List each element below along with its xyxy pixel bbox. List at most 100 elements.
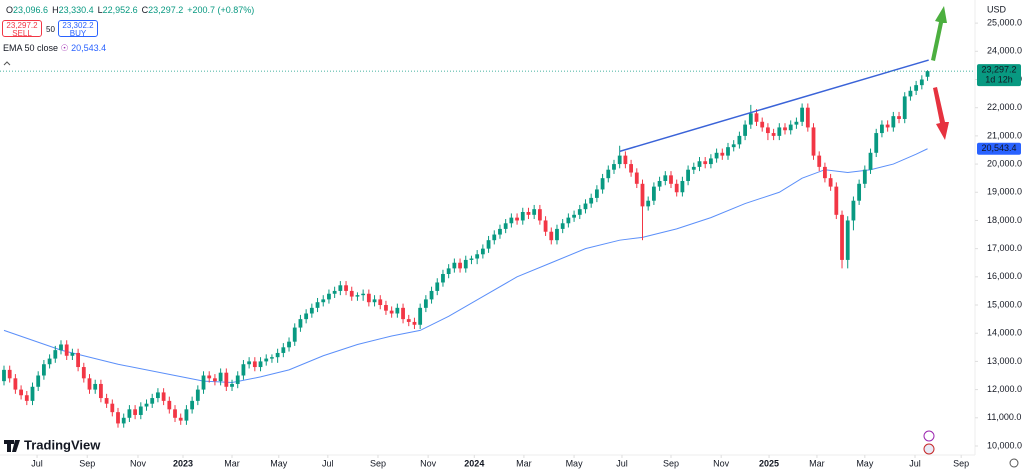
quantity: 50: [46, 25, 55, 34]
ohlc-key: C: [141, 5, 149, 15]
candle-body: [691, 166, 696, 170]
candle-body: [7, 369, 12, 379]
candle-body: [697, 161, 702, 167]
candle-body: [589, 197, 594, 204]
x-tick-label: 2024: [464, 458, 484, 468]
candle-body: [230, 383, 234, 387]
candle-body: [726, 147, 730, 156]
candle-body: [583, 203, 588, 210]
flag-icon[interactable]: [923, 443, 935, 455]
event-icon[interactable]: [923, 430, 935, 442]
candle-body: [543, 220, 548, 232]
candle-body: [686, 169, 690, 181]
candle-body: [138, 406, 143, 415]
candle-body: [309, 307, 314, 314]
candle-body: [41, 364, 46, 376]
candle-body: [104, 398, 109, 404]
candle-body: [389, 310, 394, 314]
candle-body: [235, 375, 240, 384]
candle-body: [218, 372, 223, 382]
y-tick-label: 18,000.0: [987, 215, 1022, 225]
y-tick-label: 11,000.0: [987, 412, 1021, 422]
candle-body: [110, 403, 115, 413]
candle-body: [811, 127, 816, 156]
settings-icon[interactable]: [1009, 458, 1019, 468]
candle-body: [640, 183, 645, 207]
candle-body: [441, 274, 445, 283]
candle-body: [446, 268, 451, 275]
trendline: [619, 59, 929, 153]
candle-body: [190, 400, 195, 410]
x-tick-label: Jul: [322, 458, 334, 468]
candle-body: [195, 389, 200, 401]
candle-body: [526, 211, 531, 215]
y-tick-label: 17,000.0: [987, 243, 1022, 253]
x-tick-label: 2023: [173, 458, 193, 468]
x-tick-label: Jul: [31, 458, 43, 468]
candle-body: [771, 133, 776, 136]
candle-body: [327, 293, 331, 300]
y-tick-label: 16,000.0: [987, 271, 1022, 281]
candle-body: [629, 164, 633, 173]
candle-body: [714, 152, 719, 159]
candle-body: [857, 183, 862, 201]
candle-body: [669, 175, 673, 184]
candle-body: [2, 369, 6, 382]
candle-body: [429, 290, 434, 300]
x-tick-label: Mar: [516, 458, 532, 468]
buy-price: 23,302.2: [62, 21, 94, 30]
candle-body: [783, 127, 787, 131]
candle-body: [777, 127, 782, 136]
ohlc-value: 22,952.6: [102, 5, 138, 15]
ohlc-value: 23,297.2: [148, 5, 184, 15]
candle-body: [600, 178, 605, 190]
buy-button[interactable]: 23,302.2 BUY: [58, 20, 98, 38]
candle-body: [612, 164, 616, 170]
candle-body: [133, 409, 138, 415]
candle-body: [486, 240, 491, 249]
ohlc-legend: O23,096.6 H23,330.4 L22,952.6 C23,297.2 +200…: [6, 5, 254, 15]
up-arrow: [931, 6, 947, 61]
candle-body: [617, 155, 622, 165]
candle-body: [264, 358, 269, 362]
candle-body: [897, 116, 901, 119]
candle-body: [384, 305, 388, 311]
last-price-label: 23,297.2: [981, 64, 1016, 74]
sell-button[interactable]: 23,297.2 SELL: [2, 20, 42, 38]
candle-body: [520, 211, 525, 221]
y-tick-label: 24,000.0: [987, 46, 1022, 56]
x-tick-label: May: [856, 458, 874, 468]
candle-body: [674, 183, 679, 193]
collapse-button[interactable]: [3, 61, 11, 66]
candle-body: [498, 228, 502, 235]
ema-tag-label: 20,543.4: [981, 143, 1016, 153]
candle-body: [919, 79, 924, 86]
candle-body: [708, 158, 713, 165]
candle-body: [880, 124, 884, 134]
x-tick-label: Sep: [370, 458, 386, 468]
candle-body: [766, 127, 770, 134]
ema-legend: EMA 50 close ☉ 20,543.4: [3, 43, 107, 53]
candle-body: [270, 357, 274, 359]
candle-body: [173, 409, 177, 418]
candle-body: [213, 378, 217, 382]
x-tick-label: Jul: [909, 458, 921, 468]
candle-body: [925, 71, 930, 77]
y-tick-label: 10,000.0: [987, 440, 1022, 450]
candle-body: [720, 152, 725, 156]
brand-name: TradingView: [24, 437, 101, 452]
ohlc-item: L22,952.6: [98, 5, 138, 15]
candle-body: [361, 293, 366, 296]
candle-body: [150, 398, 155, 404]
candle-body: [156, 392, 160, 399]
candle-body: [344, 285, 348, 291]
candle-body: [885, 124, 890, 128]
ohlc-value: 23,330.4: [58, 5, 94, 15]
countdown: 1d 12h: [985, 74, 1013, 84]
ohlc-change: +200.7 (+0.87%): [187, 5, 255, 15]
candle-body: [401, 307, 405, 320]
candle-body: [760, 121, 765, 128]
candle-body: [13, 378, 18, 390]
candle-body: [555, 228, 559, 241]
